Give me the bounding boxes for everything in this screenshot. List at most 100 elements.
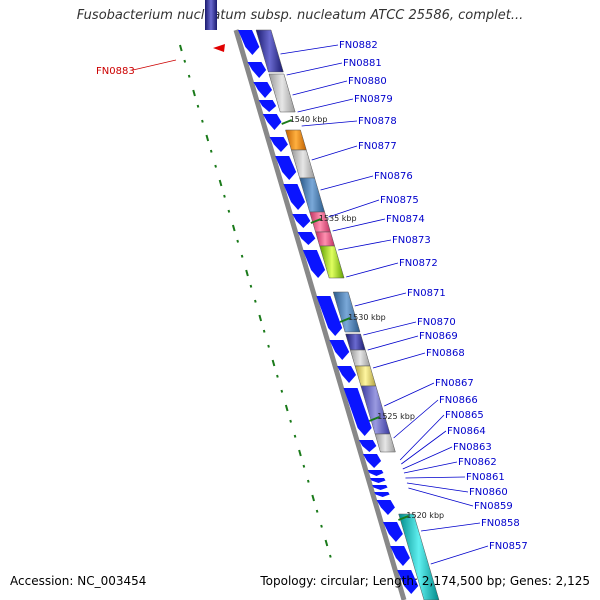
gc-skew-dash <box>240 254 244 258</box>
gene-leader-line <box>320 175 374 191</box>
forward-gene-arrow[interactable] <box>374 492 390 497</box>
gc-skew-dash <box>245 269 249 277</box>
map-title: Fusobacterium nucleatum subsp. nucleatum… <box>76 8 524 23</box>
annotation-bar[interactable] <box>332 291 361 333</box>
gene-leader-line <box>408 487 474 507</box>
gc-skew-dash <box>192 89 196 97</box>
forward-gene-arrow[interactable] <box>358 440 377 452</box>
gene-label[interactable]: FN0875 <box>380 195 419 206</box>
forward-gene-arrow[interactable] <box>376 500 395 515</box>
gene-label[interactable]: FN0865 <box>445 410 484 421</box>
gc-skew-dash <box>315 509 319 513</box>
gene-label[interactable]: FN0860 <box>469 487 508 498</box>
gene-leader-line <box>401 430 447 465</box>
gene-label[interactable]: FN0866 <box>439 395 478 406</box>
gc-skew-dash <box>218 179 223 187</box>
gene-label[interactable]: FN0872 <box>399 258 438 269</box>
gene-leader-line <box>311 145 358 161</box>
gene-leader-line <box>280 44 339 55</box>
annotation-bar[interactable] <box>299 177 325 213</box>
annotation-bar[interactable] <box>345 333 366 351</box>
gene-label[interactable]: FN0873 <box>392 235 431 246</box>
forward-gene-arrow[interactable] <box>269 137 288 152</box>
gene-leader-line <box>301 120 358 127</box>
gene-leader-line <box>405 476 466 479</box>
gene-labels: FN0882 FN0881 FN0880 FN0879 FN0878 FN0877 FN08… <box>96 40 528 565</box>
forward-gene-arrow[interactable] <box>297 232 316 245</box>
gc-skew-dash <box>267 344 270 348</box>
gene-leader-line <box>132 59 177 71</box>
gene-leader-line <box>346 262 399 278</box>
forward-gene-arrow[interactable] <box>372 485 388 490</box>
annotation-bar[interactable] <box>315 231 335 247</box>
forward-gene-arrow[interactable] <box>397 570 419 594</box>
gene-leader-line <box>384 382 435 407</box>
gene-label[interactable]: FN0879 <box>354 94 393 105</box>
forward-gene-arrow[interactable] <box>292 214 311 228</box>
forward-gene-arrow[interactable] <box>367 470 384 476</box>
forward-gene-arrow[interactable] <box>316 296 343 336</box>
gc-skew-dash <box>276 374 279 378</box>
forward-gene-arrow[interactable] <box>362 454 382 468</box>
annotation-bar[interactable] <box>354 365 377 387</box>
gene-label-red[interactable]: FN0883 <box>96 66 135 77</box>
gc-skew-dash <box>223 194 226 198</box>
annotation-bar[interactable] <box>398 513 440 600</box>
gene-label[interactable]: FN0870 <box>417 317 456 328</box>
forward-gene-arrow[interactable] <box>247 62 267 78</box>
annotation-bar[interactable] <box>349 349 371 367</box>
gene-label[interactable]: FN0867 <box>435 378 474 389</box>
kbp-tick <box>310 218 322 224</box>
genome-track <box>205 0 440 600</box>
gene-label[interactable]: FN0858 <box>481 518 520 529</box>
gene-leader-line <box>399 414 445 461</box>
gene-label[interactable]: FN0861 <box>466 472 505 483</box>
annotation-bar[interactable] <box>319 245 345 279</box>
reverse-gene-marker[interactable] <box>213 44 225 52</box>
gene-label[interactable]: FN0871 <box>407 288 446 299</box>
gene-label[interactable]: FN0877 <box>358 141 397 152</box>
gene-label[interactable]: FN0881 <box>343 58 382 69</box>
gc-skew-dash <box>258 314 263 322</box>
gene-label[interactable]: FN0863 <box>453 442 492 453</box>
gene-label[interactable]: FN0857 <box>489 541 528 552</box>
gc-skew-dash <box>306 479 310 483</box>
gene-label[interactable]: FN0869 <box>419 331 458 342</box>
gene-leader-line <box>332 218 386 232</box>
annotation-bar[interactable] <box>268 73 296 113</box>
gene-label[interactable]: FN0882 <box>339 40 378 51</box>
kbp-label: 1535 kbp <box>319 214 357 223</box>
annotation-bar[interactable] <box>374 433 396 453</box>
gc-skew-dash <box>179 44 183 52</box>
kbp-tick <box>281 119 293 125</box>
gene-label[interactable]: FN0859 <box>474 501 513 512</box>
forward-gene-arrow[interactable] <box>383 522 403 542</box>
forward-gene-arrow[interactable] <box>275 156 297 180</box>
forward-gene-arrow[interactable] <box>283 184 306 210</box>
annotation-bar[interactable] <box>285 129 307 151</box>
annotation-bar[interactable] <box>291 149 315 179</box>
forward-gene-arrow[interactable] <box>262 114 282 130</box>
gc-skew-dash <box>214 164 217 168</box>
gene-label[interactable]: FN0862 <box>458 457 497 468</box>
forward-gene-arrow[interactable] <box>370 478 386 483</box>
gene-leader-line <box>297 98 354 113</box>
gene-label[interactable]: FN0878 <box>358 116 397 127</box>
annotation-bar[interactable] <box>255 29 284 73</box>
forward-gene-arrow[interactable] <box>238 30 260 55</box>
forward-gene-arrow[interactable] <box>253 82 273 98</box>
gc-skew-dash <box>298 449 302 457</box>
forward-gene-arrow[interactable] <box>337 366 357 383</box>
gene-label[interactable]: FN0880 <box>348 76 387 87</box>
gc-skew-dash <box>280 389 284 393</box>
forward-gene-arrow[interactable] <box>329 340 350 360</box>
gene-label[interactable]: FN0874 <box>386 214 425 225</box>
forward-gene-arrow[interactable] <box>390 546 410 566</box>
gc-skew-dash <box>302 464 306 468</box>
gene-label[interactable]: FN0868 <box>426 348 465 359</box>
forward-gene-arrow[interactable] <box>302 250 326 278</box>
gene-label[interactable]: FN0876 <box>374 171 413 182</box>
forward-gene-arrow[interactable] <box>258 100 277 112</box>
gene-label[interactable]: FN0864 <box>447 426 486 437</box>
forward-gene-arrow[interactable] <box>343 388 372 436</box>
